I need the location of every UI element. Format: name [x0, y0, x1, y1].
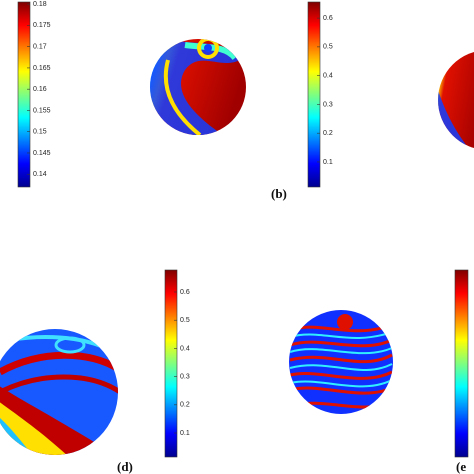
colorbar-tick-label: 0.4 [180, 345, 190, 352]
colorbar-tick-label: 0.1 [180, 430, 190, 437]
colorbar [164, 269, 178, 458]
sphere-c-partial [438, 50, 474, 150]
colorbar-tick-label: 0.165 [33, 65, 51, 72]
sphere-d [0, 329, 118, 455]
colorbar-tick-label: 0.145 [33, 150, 51, 157]
colorbar-tick-label: 0.155 [33, 107, 51, 114]
colorbar-tick-label: 0.3 [180, 373, 190, 380]
colorbar-tick-label: 0.2 [323, 130, 333, 137]
panel-label: (b) [271, 186, 287, 201]
colorbar-tick-label: 0.15 [33, 129, 47, 136]
panel-label: (e [456, 459, 466, 474]
colorbar-tick-label: 0.1 [323, 159, 333, 166]
colorbar-tick-label: 0.2 [180, 402, 190, 409]
colorbar-tick-label: 0.5 [180, 317, 190, 324]
sphere-e [289, 310, 393, 414]
sphere-b [150, 39, 246, 135]
colorbar-tick-label: 0.6 [180, 289, 190, 296]
colorbar-tick-label: 0.175 [33, 22, 51, 29]
colorbar [307, 1, 321, 188]
colorbar-tick-label: 0.4 [323, 72, 333, 79]
colorbar-tick-label: 0.18 [33, 1, 47, 8]
colorbar-partial [454, 269, 469, 458]
colorbar-tick-label: 0.16 [33, 86, 47, 93]
colorbar-tick-label: 0.5 [323, 44, 333, 51]
colorbar [17, 1, 31, 188]
colorbar-tick-label: 0.17 [33, 43, 47, 50]
colorbar-tick-label: 0.14 [33, 171, 47, 178]
colorbar-tick-label: 0.6 [323, 15, 333, 22]
colorbar-tick-label: 0.3 [323, 101, 333, 108]
panel-label: (d) [117, 459, 133, 474]
